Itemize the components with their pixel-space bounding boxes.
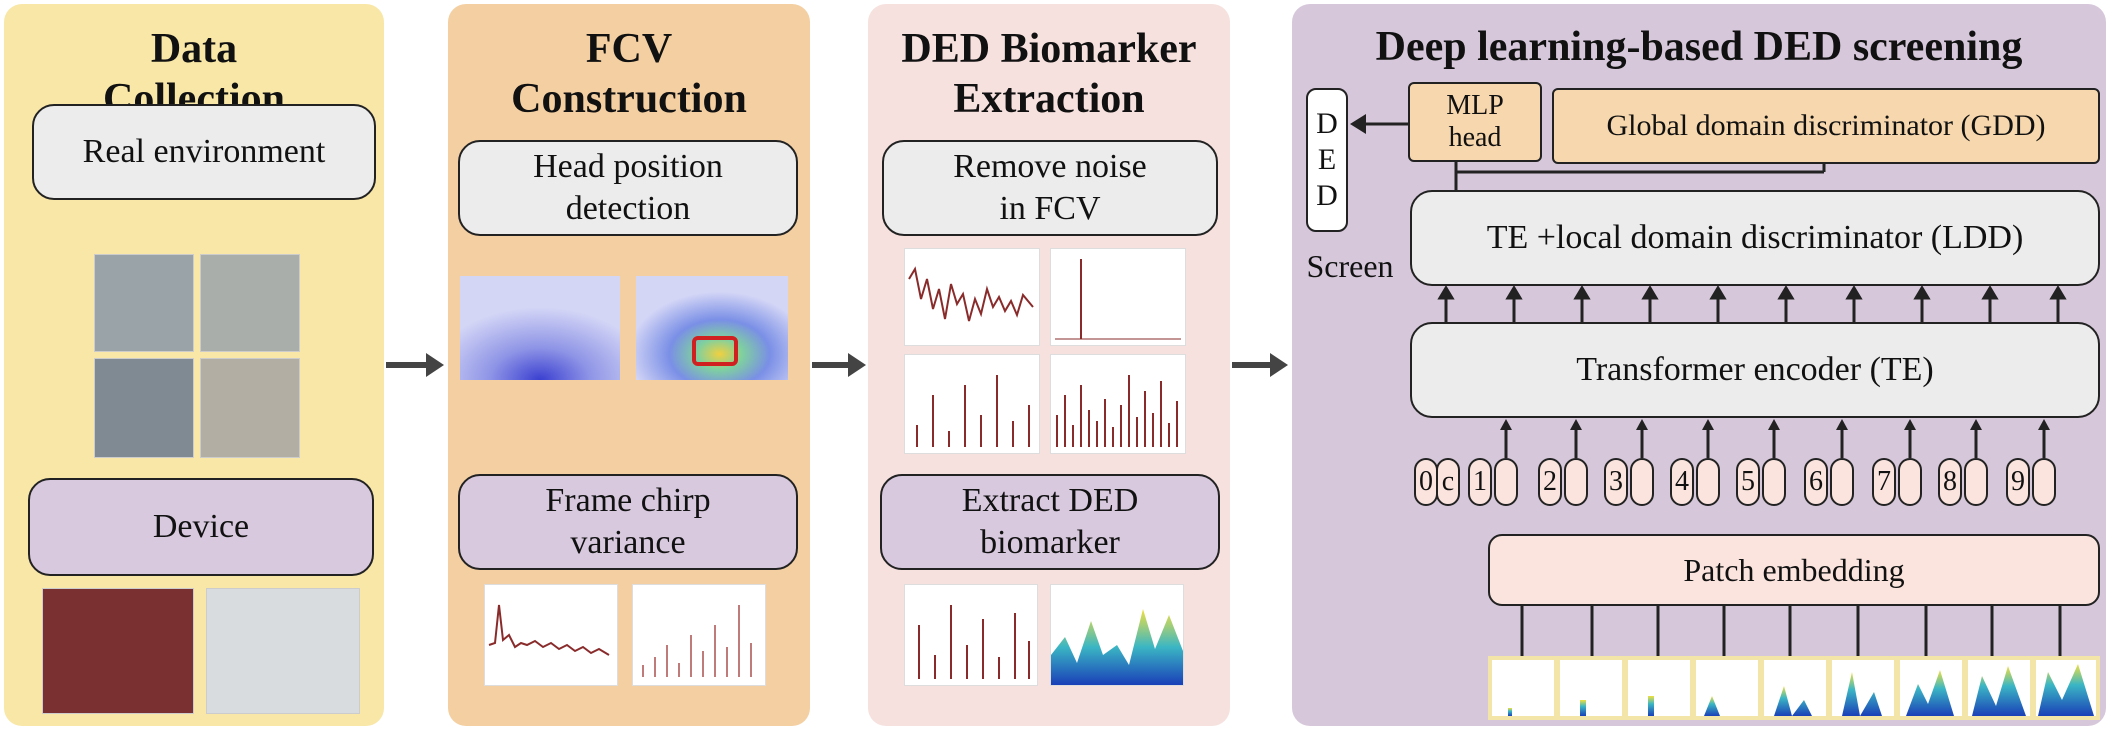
patch-token-9	[2032, 458, 2056, 506]
photo-real-env-4	[200, 358, 300, 458]
deep-learning-title: Deep learning-based DED screening	[1375, 24, 2023, 70]
device-box: Device	[28, 478, 374, 576]
token-up-arrow	[1970, 419, 1982, 458]
token-number-4: 4	[1670, 458, 1694, 506]
biomarker-surface-plot	[1050, 584, 1184, 686]
patch-token-1	[1494, 458, 1518, 506]
single-peak-plot	[1050, 248, 1186, 346]
transformer-encoder-box: Transformer encoder (TE)	[1410, 322, 2100, 418]
token-number-7: 7	[1872, 458, 1896, 506]
token-up-arrow	[1904, 419, 1916, 458]
ldd-box: TE +local domain discriminator (LDD)	[1410, 190, 2100, 286]
photo-real-env-3	[94, 358, 194, 458]
frame-chirp-variance-box: Frame chirp variance	[458, 474, 798, 570]
heatmap-plain-image	[460, 276, 620, 380]
screen-label: Screen	[1306, 248, 1394, 284]
ded-output-box: D E D	[1306, 88, 1348, 232]
photo-device-board	[42, 588, 194, 714]
token-up-arrow	[1570, 419, 1582, 458]
token-number-1: 1	[1468, 458, 1492, 506]
token-number-9: 9	[2006, 458, 2030, 506]
arrow-right-icon	[386, 353, 444, 377]
noisy-signal-plot	[904, 248, 1040, 346]
patch-image-strip	[1488, 656, 2100, 720]
extract-ded-biomarker-box: Extract DED biomarker	[880, 474, 1220, 570]
token-up-arrow	[1836, 419, 1848, 458]
photo-device-setup	[206, 588, 360, 714]
biomarker-peaks-plot	[904, 584, 1038, 686]
token-up-arrow	[1636, 419, 1648, 458]
token-up-arrow	[1500, 419, 1512, 458]
token-number-2: 2	[1538, 458, 1562, 506]
patch-embedding-box: Patch embedding	[1488, 534, 2100, 606]
arrow-left-icon	[1350, 114, 1408, 134]
data-collection-panel: Data Collection Real environment Device	[4, 4, 384, 726]
heatmap-detected-head-image	[636, 276, 788, 380]
patch-token-4	[1696, 458, 1720, 506]
photo-real-env-1	[94, 254, 194, 352]
token-up-arrow	[1702, 419, 1714, 458]
head-position-detection-box: Head position detection	[458, 140, 798, 236]
fcv-construction-title: FCV Construction	[511, 26, 747, 122]
mlp-head-box: MLP head	[1408, 82, 1542, 162]
fcv-signal-plot	[484, 584, 618, 686]
gdd-box: Global domain discriminator (GDD)	[1552, 88, 2100, 164]
patch-token-6	[1830, 458, 1854, 506]
arrow-right-icon	[1232, 353, 1288, 377]
patch-token-3	[1630, 458, 1654, 506]
remove-noise-box: Remove noise in FCV	[882, 140, 1218, 236]
real-environment-box: Real environment	[32, 104, 376, 200]
patch-token-2	[1564, 458, 1588, 506]
fcv-spike-plot	[632, 584, 766, 686]
patch-token-7	[1898, 458, 1922, 506]
token-number-3: 3	[1604, 458, 1628, 506]
patch-token-5	[1762, 458, 1786, 506]
token-cls: c	[1436, 458, 1460, 506]
dense-peaks-plot	[1050, 354, 1186, 454]
connector-lines	[1454, 162, 1826, 190]
token-zero: 0	[1414, 458, 1438, 506]
ded-biomarker-extraction-title: DED Biomarker Extraction	[901, 26, 1197, 122]
arrow-right-icon	[812, 353, 866, 377]
patch-input-lines	[1520, 606, 2062, 660]
ded-biomarker-extraction-panel: DED Biomarker Extraction Remove noise in…	[868, 4, 1230, 726]
token-number-6: 6	[1804, 458, 1828, 506]
token-number-8: 8	[1938, 458, 1962, 506]
patch-token-8	[1964, 458, 1988, 506]
token-number-5: 5	[1736, 458, 1760, 506]
token-up-arrow	[1768, 419, 1780, 458]
up-arrows-te-ldd	[1437, 286, 2067, 322]
sparse-peaks-plot	[904, 354, 1040, 454]
photo-real-env-2	[200, 254, 300, 352]
token-up-arrow	[2038, 419, 2050, 458]
fcv-construction-panel: FCV Construction Head position detection	[448, 4, 810, 726]
deep-learning-screening-panel: Deep learning-based DED screening D E D …	[1292, 4, 2106, 726]
